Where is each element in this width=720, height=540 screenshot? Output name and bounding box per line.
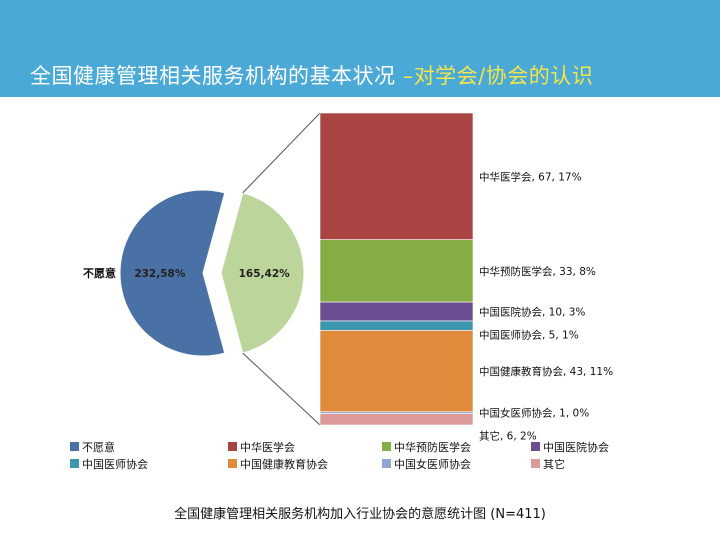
legend-label: 其它 [543,457,565,471]
pie-slice [220,192,305,354]
legend-label: 中国健康教育协会 [240,457,328,471]
pie-data-label: 232,58% [134,268,186,280]
pie-category-label: 不愿意 [83,266,116,280]
bar-segment [319,330,474,413]
slide-title-main: 全国健康管理相关服务机构的基本状况 [30,64,403,88]
slide-title: 全国健康管理相关服务机构的基本状况 –对学会/协会的认识 [30,60,593,90]
pie-data-label: 165,42% [239,268,291,280]
legend-label: 中国医师协会 [82,457,148,471]
legend-label: 中国女医师协会 [394,457,471,471]
bar-segment-label: 中华医学会, 67, 17% [479,170,582,183]
legend-swatch [531,459,540,468]
bar-segment [319,320,474,331]
bar-segment [319,112,474,240]
connector-line [242,112,321,194]
legend-swatch [70,442,79,451]
legend-swatch [70,459,79,468]
legend-label: 中国医院协会 [543,440,609,454]
legend-swatch [382,459,391,468]
bar-of-pie-chart: 232,58% 不愿意 165,42% 中华医学会, 67, 17% 中华预防医学会, … [70,112,613,471]
bar-segment-label: 中国健康教育协会, 43, 11% [479,365,613,378]
bar-segment-label: 中国女医师协会, 1, 0% [479,407,589,420]
legend-label: 中华预防医学会 [394,440,471,454]
legend-swatch [382,442,391,451]
pie-slice [119,189,226,357]
bar-segment-label: 中华预防医学会, 33, 8% [479,265,596,278]
bar-segment [319,413,474,426]
legend-swatch [228,442,237,451]
slide-title-sub: –对学会/协会的认识 [402,64,594,88]
bar-segment [319,239,474,303]
bar-segment [319,301,474,322]
legend-label: 不愿意 [82,440,115,454]
legend-swatch [531,442,540,451]
connector-line [242,352,321,426]
bar-segment-label: 其它, 6, 2% [479,430,537,443]
slide-header: 全国健康管理相关服务机构的基本状况 –对学会/协会的认识 [0,0,720,97]
bar-segment-label: 中国医师协会, 5, 1% [479,329,579,342]
chart-caption: 全国健康管理相关服务机构加入行业协会的意愿统计图 (N=411) [174,507,546,522]
legend-label: 中华医学会 [240,440,295,454]
legend-swatch [228,459,237,468]
bar-segment-label: 中国医院协会, 10, 3% [479,306,585,319]
